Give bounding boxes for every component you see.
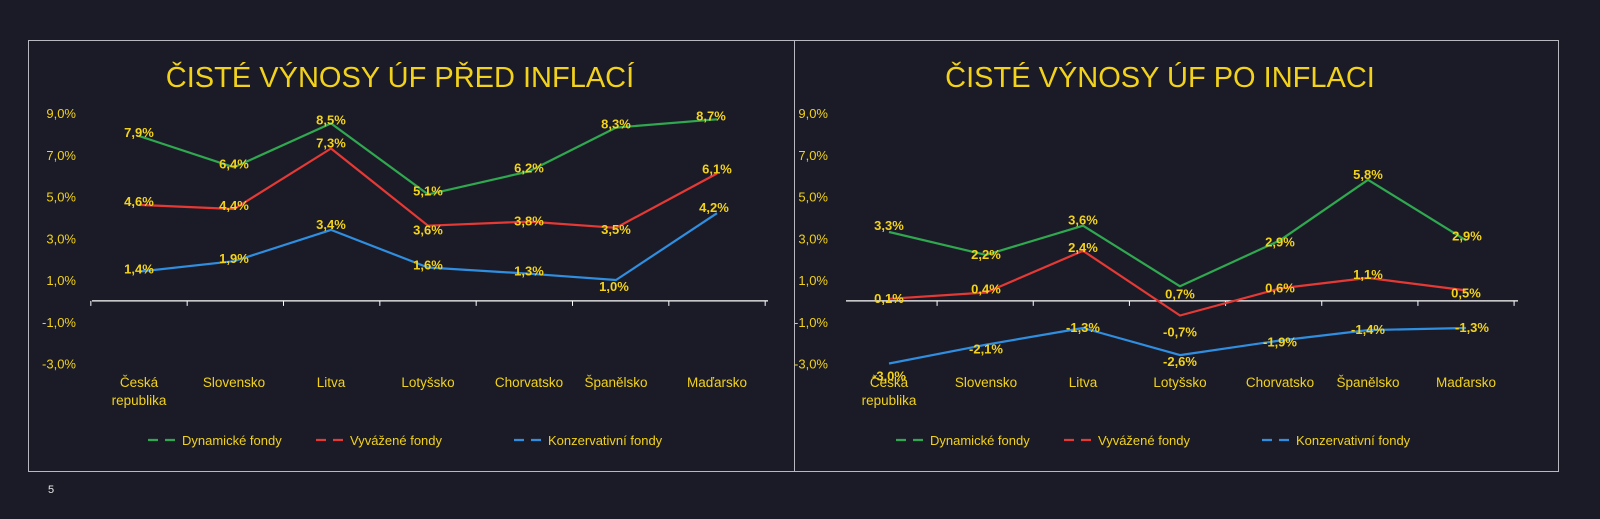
chart-2-ytick-label: 9,0% <box>798 106 828 121</box>
chart-2-title: ČISTÉ VÝNOSY ÚF PO INFLACI <box>945 60 1375 94</box>
chart-1-x-tick-label: Litva <box>317 375 346 390</box>
chart-1-data-label: 4,4% <box>219 198 249 213</box>
chart-1-legend-label: Dynamické fondy <box>182 433 282 448</box>
chart-2-legend-label: Vyvážené fondy <box>1098 433 1191 448</box>
chart-1-title: ČISTÉ VÝNOSY ÚF PŘED INFLACÍ <box>166 60 635 94</box>
chart-1-data-label: 1,6% <box>413 257 443 272</box>
chart-1-data-label: 1,3% <box>514 264 544 279</box>
chart-1-legend-label: Konzervativní fondy <box>548 433 663 448</box>
chart-2-data-label: 0,5% <box>1451 285 1481 300</box>
chart-1-x-tick-label: Maďarsko <box>687 375 747 390</box>
chart-1-data-label: 5,1% <box>413 183 443 198</box>
chart-1-ytick-label: 3,0% <box>46 231 76 246</box>
chart-2-series-line <box>888 178 1467 288</box>
charts-frame <box>28 40 1559 472</box>
chart-1-data-label: 8,3% <box>601 117 631 132</box>
chart-1-series-line <box>138 147 718 229</box>
chart-2-x-tick-label: Lotyšsko <box>1153 375 1206 390</box>
chart-1-data-label: 6,2% <box>514 160 544 175</box>
chart-1-series-line <box>138 118 718 196</box>
chart-2-data-label: 3,3% <box>874 218 904 233</box>
chart-2-x-tick-label: Španělsko <box>1336 375 1399 390</box>
chart-2-legend-label: Konzervativní fondy <box>1296 433 1411 448</box>
chart-2-data-label: 1,1% <box>1353 267 1383 282</box>
chart-2-data-label: 0,6% <box>1265 280 1295 295</box>
chart-1-data-label: 3,5% <box>601 222 631 237</box>
chart-1-data-label: 1,9% <box>219 251 249 266</box>
chart-1-data-label: 6,1% <box>702 162 732 177</box>
chart-1-data-label: 3,6% <box>413 223 443 238</box>
charts-divider <box>794 40 795 472</box>
chart-2-data-label: 2,9% <box>1452 228 1482 243</box>
chart-1-ytick-label: 5,0% <box>46 190 76 205</box>
chart-1-x-tick-label: Česká <box>120 375 159 390</box>
chart-2-ytick-label: -1,0% <box>794 315 828 330</box>
chart-1-x-tick-label: Slovensko <box>203 375 265 390</box>
chart-2-x-tick-label: Slovensko <box>955 375 1017 390</box>
chart-2-data-label: 2,4% <box>1068 240 1098 255</box>
chart-2-data-label: 2,9% <box>1265 234 1295 249</box>
chart-2-data-label: 2,2% <box>971 247 1001 262</box>
chart-2-data-label: -1,3% <box>1066 320 1100 335</box>
chart-2-legend-label: Dynamické fondy <box>930 433 1030 448</box>
chart-1-data-label: 3,4% <box>316 217 346 232</box>
chart-2-ytick-label: 1,0% <box>798 273 828 288</box>
chart-1-data-label: 6,4% <box>219 156 249 171</box>
chart-1-series-line <box>138 212 718 282</box>
chart-2-data-label: 0,7% <box>1165 286 1195 301</box>
chart-2-data-label: -2,6% <box>1163 354 1197 369</box>
chart-2-x-tick-label: republika <box>862 393 917 408</box>
chart-2-data-label: -1,3% <box>1455 320 1489 335</box>
chart-1-data-label: 7,9% <box>124 125 154 140</box>
chart-1-data-label: 7,3% <box>316 135 346 150</box>
chart-1-ytick-label: 9,0% <box>46 106 76 121</box>
chart-1-ytick-label: -1,0% <box>42 315 76 330</box>
chart-1-x-tick-label: Španělsko <box>584 375 647 390</box>
page-number: 5 <box>48 484 55 496</box>
chart-2-data-label: -3,0% <box>872 369 906 384</box>
chart-1-data-label: 3,8% <box>514 214 544 229</box>
chart-2-x-tick-label: Litva <box>1069 375 1098 390</box>
chart-2-data-label: -2,1% <box>969 342 1003 357</box>
chart-1-data-label: 8,5% <box>316 112 346 127</box>
chart-1-data-label: 1,0% <box>599 279 629 294</box>
chart-2-data-label: -1,9% <box>1263 335 1297 350</box>
chart-1-x-tick-label: republika <box>112 393 167 408</box>
chart-2-x-tick-label: Česká <box>870 375 909 390</box>
chart-2-x-tick-label: Maďarsko <box>1436 375 1496 390</box>
chart-2-ytick-label: 7,0% <box>798 148 828 163</box>
chart-2-data-label: 5,8% <box>1353 167 1383 182</box>
chart-2-data-label: 0,1% <box>874 291 904 306</box>
chart-2-ytick-label: 5,0% <box>798 190 828 205</box>
chart-2-data-label: 3,6% <box>1068 213 1098 228</box>
chart-2-data-label: -1,4% <box>1351 322 1385 337</box>
chart-2-data-label: -0,7% <box>1163 324 1197 339</box>
chart-1-ytick-label: 1,0% <box>46 273 76 288</box>
chart-2-series-line <box>888 326 1467 365</box>
chart-1-ytick-label: -3,0% <box>42 357 76 372</box>
chart-1-data-label: 4,2% <box>699 200 729 215</box>
chart-2-data-label: 0,4% <box>971 282 1001 297</box>
chart-1-x-tick-label: Chorvatsko <box>495 375 563 390</box>
chart-2-x-tick-label: Chorvatsko <box>1246 375 1314 390</box>
chart-1-legend-label: Vyvážené fondy <box>350 433 443 448</box>
chart-1-data-label: 1,4% <box>124 262 154 277</box>
chart-2-ytick-label: -3,0% <box>794 357 828 372</box>
chart-1-data-label: 4,6% <box>124 194 154 209</box>
chart-1-x-tick-label: Lotyšsko <box>401 375 454 390</box>
chart-1-ytick-label: 7,0% <box>46 148 76 163</box>
chart-2-ytick-label: 3,0% <box>798 231 828 246</box>
chart-1-data-label: 8,7% <box>696 108 726 123</box>
chart-2-series-line <box>888 249 1467 317</box>
